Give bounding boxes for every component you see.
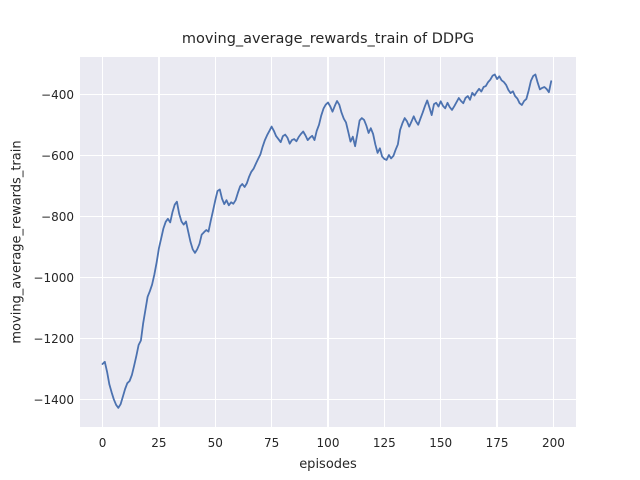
- x-tick-label: 50: [207, 436, 223, 450]
- vertical-gridline: [101, 57, 104, 427]
- vertical-gridline: [158, 57, 160, 427]
- horizontal-gridline: [80, 398, 576, 401]
- y-tick-label: −1000: [33, 270, 74, 285]
- x-tick-label: 0: [98, 436, 107, 450]
- y-tick-label: −800: [41, 209, 74, 224]
- x-tick-label: 175: [485, 436, 509, 450]
- x-tick-label: 125: [372, 436, 396, 450]
- vertical-gridline: [552, 57, 555, 427]
- vertical-gridline: [270, 57, 273, 427]
- y-tick-label: −1400: [33, 392, 74, 407]
- vertical-gridline: [214, 57, 216, 427]
- horizontal-gridline: [80, 337, 576, 340]
- plot-area: [80, 57, 576, 427]
- y-tick-label: −600: [41, 148, 74, 163]
- horizontal-gridline: [80, 154, 576, 157]
- x-tick-label: 25: [151, 436, 167, 450]
- horizontal-gridline: [80, 215, 576, 218]
- vertical-gridline: [440, 57, 442, 427]
- vertical-gridline: [383, 57, 385, 427]
- horizontal-gridline: [80, 93, 576, 96]
- y-axis-label: moving_average_rewards_train: [9, 140, 25, 344]
- x-tick-label: 150: [429, 436, 453, 450]
- vertical-gridline: [327, 57, 329, 427]
- vertical-gridline: [496, 57, 498, 427]
- chart-title: moving_average_rewards_train of DDPG: [181, 31, 475, 47]
- x-tick-label: 200: [542, 436, 565, 450]
- x-axis-label: episodes: [299, 457, 357, 472]
- y-tick-label: −1200: [33, 331, 74, 346]
- x-tick-label: 100: [316, 436, 340, 450]
- x-tick-label: 75: [263, 436, 280, 450]
- y-tick-label: −400: [41, 87, 74, 102]
- horizontal-gridline: [80, 276, 576, 279]
